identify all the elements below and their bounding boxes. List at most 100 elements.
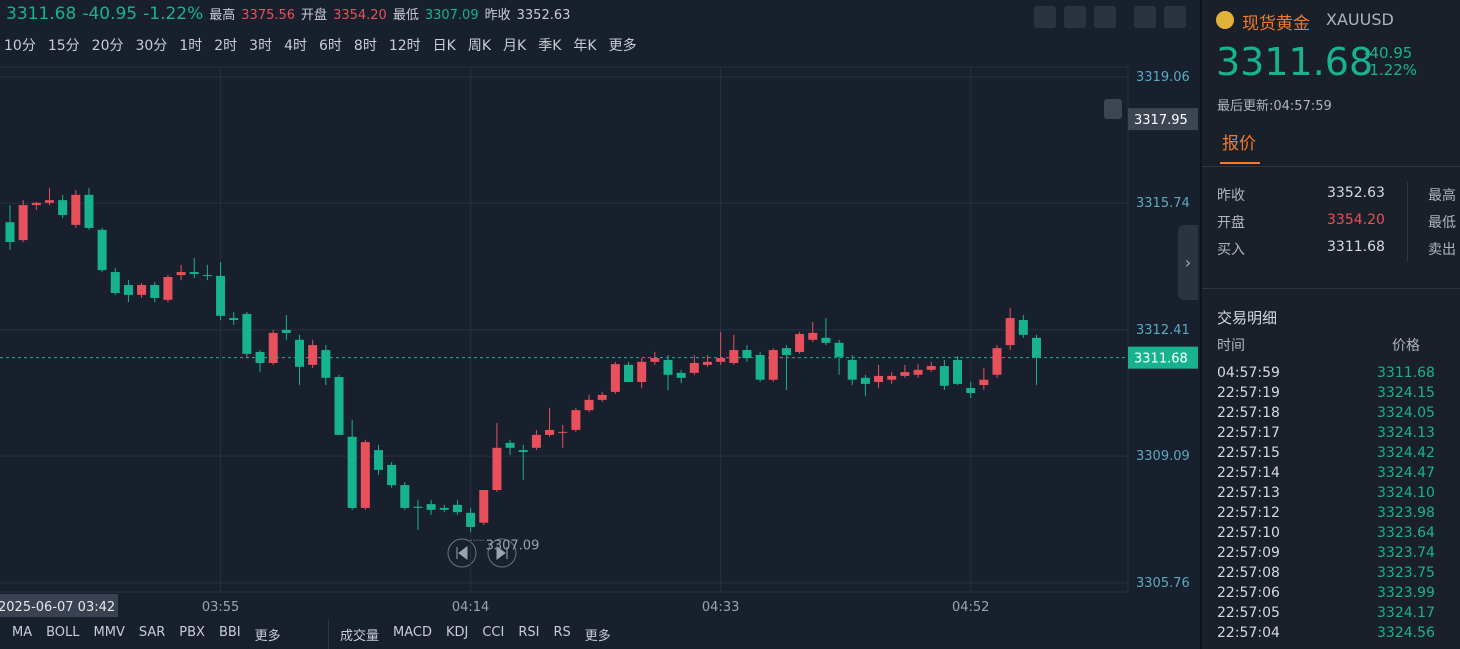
quote-label: 昨收 bbox=[1217, 188, 1245, 204]
candle-body bbox=[360, 442, 370, 508]
period-tab[interactable]: 4时 bbox=[284, 38, 307, 54]
period-tab[interactable]: 季K bbox=[538, 38, 562, 54]
indicator-tab[interactable]: PBX bbox=[179, 625, 205, 640]
candle-body bbox=[584, 399, 594, 411]
quote-label: 最低 bbox=[1428, 215, 1456, 231]
indicator-tab[interactable]: MACD bbox=[393, 625, 432, 640]
candle-body bbox=[479, 490, 489, 523]
candle-body bbox=[334, 377, 344, 435]
candle-body bbox=[71, 194, 81, 225]
candle-body bbox=[847, 359, 857, 380]
period-tab[interactable]: 6时 bbox=[319, 38, 342, 54]
trade-price: 3324.17 bbox=[1377, 605, 1435, 621]
period-tab[interactable]: 10分 bbox=[4, 38, 36, 54]
trade-time: 22:57:19 bbox=[1217, 385, 1280, 401]
divider bbox=[328, 620, 329, 649]
candle-body bbox=[31, 202, 41, 206]
col-header: 时间 bbox=[1217, 338, 1245, 354]
period-tab[interactable]: 15分 bbox=[47, 38, 80, 54]
change: -40.95 bbox=[1364, 44, 1413, 62]
indicators: 成交量 MACD KDJ CCI RSI RS 更多 bbox=[340, 625, 611, 644]
candle-body bbox=[387, 464, 397, 486]
period-tab[interactable]: 1时 bbox=[179, 38, 203, 54]
trade-time: 22:57:12 bbox=[1217, 505, 1280, 521]
indicator-tab[interactable]: SAR bbox=[138, 625, 166, 640]
indicator-tab[interactable]: 更多 bbox=[254, 629, 281, 644]
trade-price: 3324.42 bbox=[1377, 445, 1435, 461]
candle-body bbox=[492, 447, 502, 491]
trade-price: 3311.68 bbox=[1377, 365, 1435, 381]
candle-body bbox=[137, 284, 147, 295]
candle-body bbox=[992, 348, 1002, 375]
last-price-label: 3311.68 bbox=[1134, 352, 1188, 367]
label: 最低 bbox=[392, 8, 419, 23]
period-tab[interactable]: 20分 bbox=[91, 38, 124, 54]
period-tab[interactable]: 8时 bbox=[353, 38, 377, 54]
candle-body bbox=[439, 507, 449, 510]
updated: 最后更新:04:57:59 bbox=[1217, 99, 1332, 114]
label: 昨收 bbox=[484, 8, 511, 23]
icon-button[interactable] bbox=[1094, 6, 1116, 28]
candle-body bbox=[1005, 318, 1015, 346]
period-tab[interactable]: 30分 bbox=[135, 38, 168, 54]
period-tab[interactable]: 12时 bbox=[388, 38, 421, 54]
period-tab[interactable]: 周K bbox=[467, 38, 492, 54]
tab[interactable]: 报价 bbox=[1222, 134, 1256, 154]
candle-body bbox=[939, 366, 949, 386]
percent: -1.22% bbox=[1364, 61, 1418, 79]
indicator-tab[interactable]: CCI bbox=[482, 625, 505, 640]
candle-body bbox=[373, 450, 383, 470]
icon bbox=[496, 546, 508, 560]
trade-time: 22:57:05 bbox=[1217, 605, 1280, 621]
alert-icon[interactable] bbox=[1104, 99, 1122, 119]
trade-price: 3324.13 bbox=[1377, 425, 1435, 441]
trade-price: 3324.05 bbox=[1377, 405, 1435, 421]
indicator-tab[interactable]: RS bbox=[553, 625, 571, 640]
icon-button[interactable] bbox=[1064, 6, 1086, 28]
candle-body bbox=[874, 375, 884, 382]
period-tab[interactable]: 更多 bbox=[608, 38, 637, 54]
candle-body bbox=[637, 361, 647, 382]
next-button[interactable] bbox=[487, 538, 517, 568]
indicator-tab[interactable]: RSI bbox=[518, 625, 540, 640]
divider bbox=[1202, 166, 1460, 167]
icon bbox=[456, 546, 468, 560]
candle-body bbox=[689, 362, 699, 373]
trade-price: 3323.98 bbox=[1377, 505, 1435, 521]
collapse-tab[interactable]: › bbox=[1178, 225, 1198, 300]
indicator-tab[interactable]: 成交量 bbox=[340, 629, 380, 644]
candle-body bbox=[347, 436, 357, 508]
candle-body bbox=[202, 275, 212, 277]
indicator-tab[interactable]: MA bbox=[12, 625, 33, 640]
chart: 3305.76 3309.09 3312.41 3315.74 3319.06 2025-… bbox=[0, 66, 1198, 617]
trade-price: 3324.56 bbox=[1377, 625, 1435, 641]
indicator-tab[interactable]: 更多 bbox=[584, 629, 611, 644]
indicator-tab[interactable]: MMV bbox=[93, 625, 125, 640]
price: 3311.68 bbox=[6, 4, 77, 24]
crosshair-price-label: 3317.95 bbox=[1134, 113, 1188, 128]
candle-body bbox=[413, 506, 423, 508]
trade-time: 04:57:59 bbox=[1217, 365, 1280, 381]
y-tick-label: 3319.06 bbox=[1136, 70, 1190, 85]
icon-button[interactable] bbox=[1134, 6, 1156, 28]
logo bbox=[1216, 11, 1234, 29]
indicator-tab[interactable]: BBI bbox=[218, 625, 241, 640]
candle-body bbox=[531, 434, 541, 448]
period-tab[interactable]: 年K bbox=[573, 38, 597, 54]
quote-bar: 3311.68 -40.95 -1.22% 最高 3375.56 开盘 3354.2… bbox=[6, 4, 570, 24]
period-tab[interactable]: 日K bbox=[432, 38, 456, 54]
icon-button[interactable] bbox=[1164, 6, 1186, 28]
period-tab[interactable]: 2时 bbox=[214, 38, 238, 54]
indicator-tab[interactable]: KDJ bbox=[445, 625, 469, 640]
y-tick-label: 3309.09 bbox=[1136, 449, 1190, 464]
spacer bbox=[1130, 588, 1131, 589]
candle-body bbox=[44, 200, 54, 203]
x-tick-label: 04:52 bbox=[952, 600, 989, 615]
trade-price: 3324.10 bbox=[1377, 485, 1435, 501]
period-tab[interactable]: 月K bbox=[503, 38, 527, 54]
period-tab[interactable]: 3时 bbox=[249, 38, 273, 54]
candle-body bbox=[610, 364, 620, 392]
prev-button[interactable] bbox=[447, 538, 477, 568]
icon-button[interactable] bbox=[1034, 6, 1056, 28]
indicator-tab[interactable]: BOLL bbox=[46, 625, 80, 640]
